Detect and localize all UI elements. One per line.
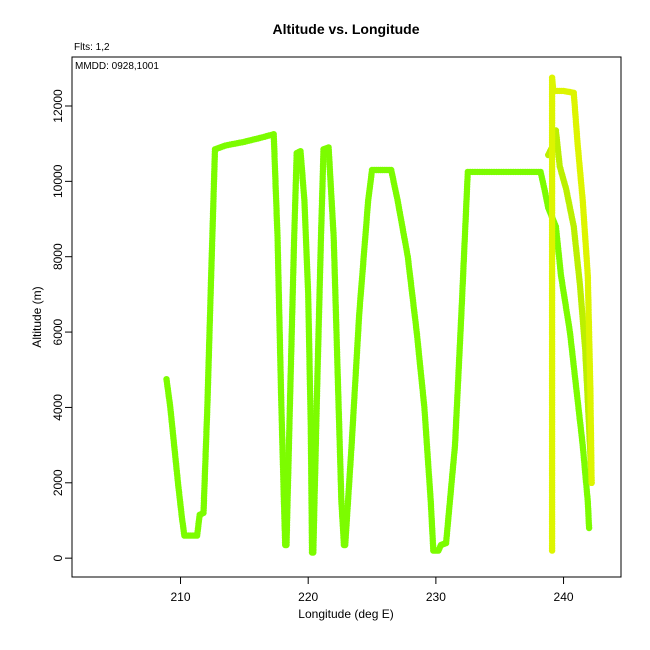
data-point — [585, 524, 593, 532]
x-axis-ticks: 210 220 230 240 — [171, 577, 574, 604]
chart-title: Altitude vs. Longitude — [273, 21, 420, 37]
plot-area-frame — [71, 56, 622, 578]
x-tick-label: 210 — [171, 590, 191, 604]
y-tick-label: 4000 — [51, 394, 65, 421]
y-axis-ticks: 0 2000 4000 6000 8000 10000 12000 — [51, 89, 72, 562]
x-tick-label: 230 — [426, 590, 446, 604]
x-axis-label: Longitude (deg E) — [298, 607, 393, 621]
y-tick-label: 6000 — [51, 318, 65, 345]
y-tick-label: 10000 — [51, 164, 65, 198]
y-tick-label: 8000 — [51, 243, 65, 270]
data-point — [588, 479, 595, 486]
series-2 — [548, 74, 595, 554]
data-marks — [163, 74, 595, 556]
y-axis-label: Altitude (m) — [30, 286, 44, 347]
x-tick-label: 240 — [554, 590, 574, 604]
mmdd-annotation: MMDD: 0928,1001 — [75, 61, 159, 72]
flights-annotation: Flts: 1,2 — [74, 42, 110, 53]
series-0 — [163, 131, 593, 556]
x-tick-label: 220 — [298, 590, 318, 604]
y-tick-label: 0 — [51, 555, 65, 562]
y-tick-label: 2000 — [51, 469, 65, 496]
y-tick-label: 12000 — [51, 89, 65, 123]
